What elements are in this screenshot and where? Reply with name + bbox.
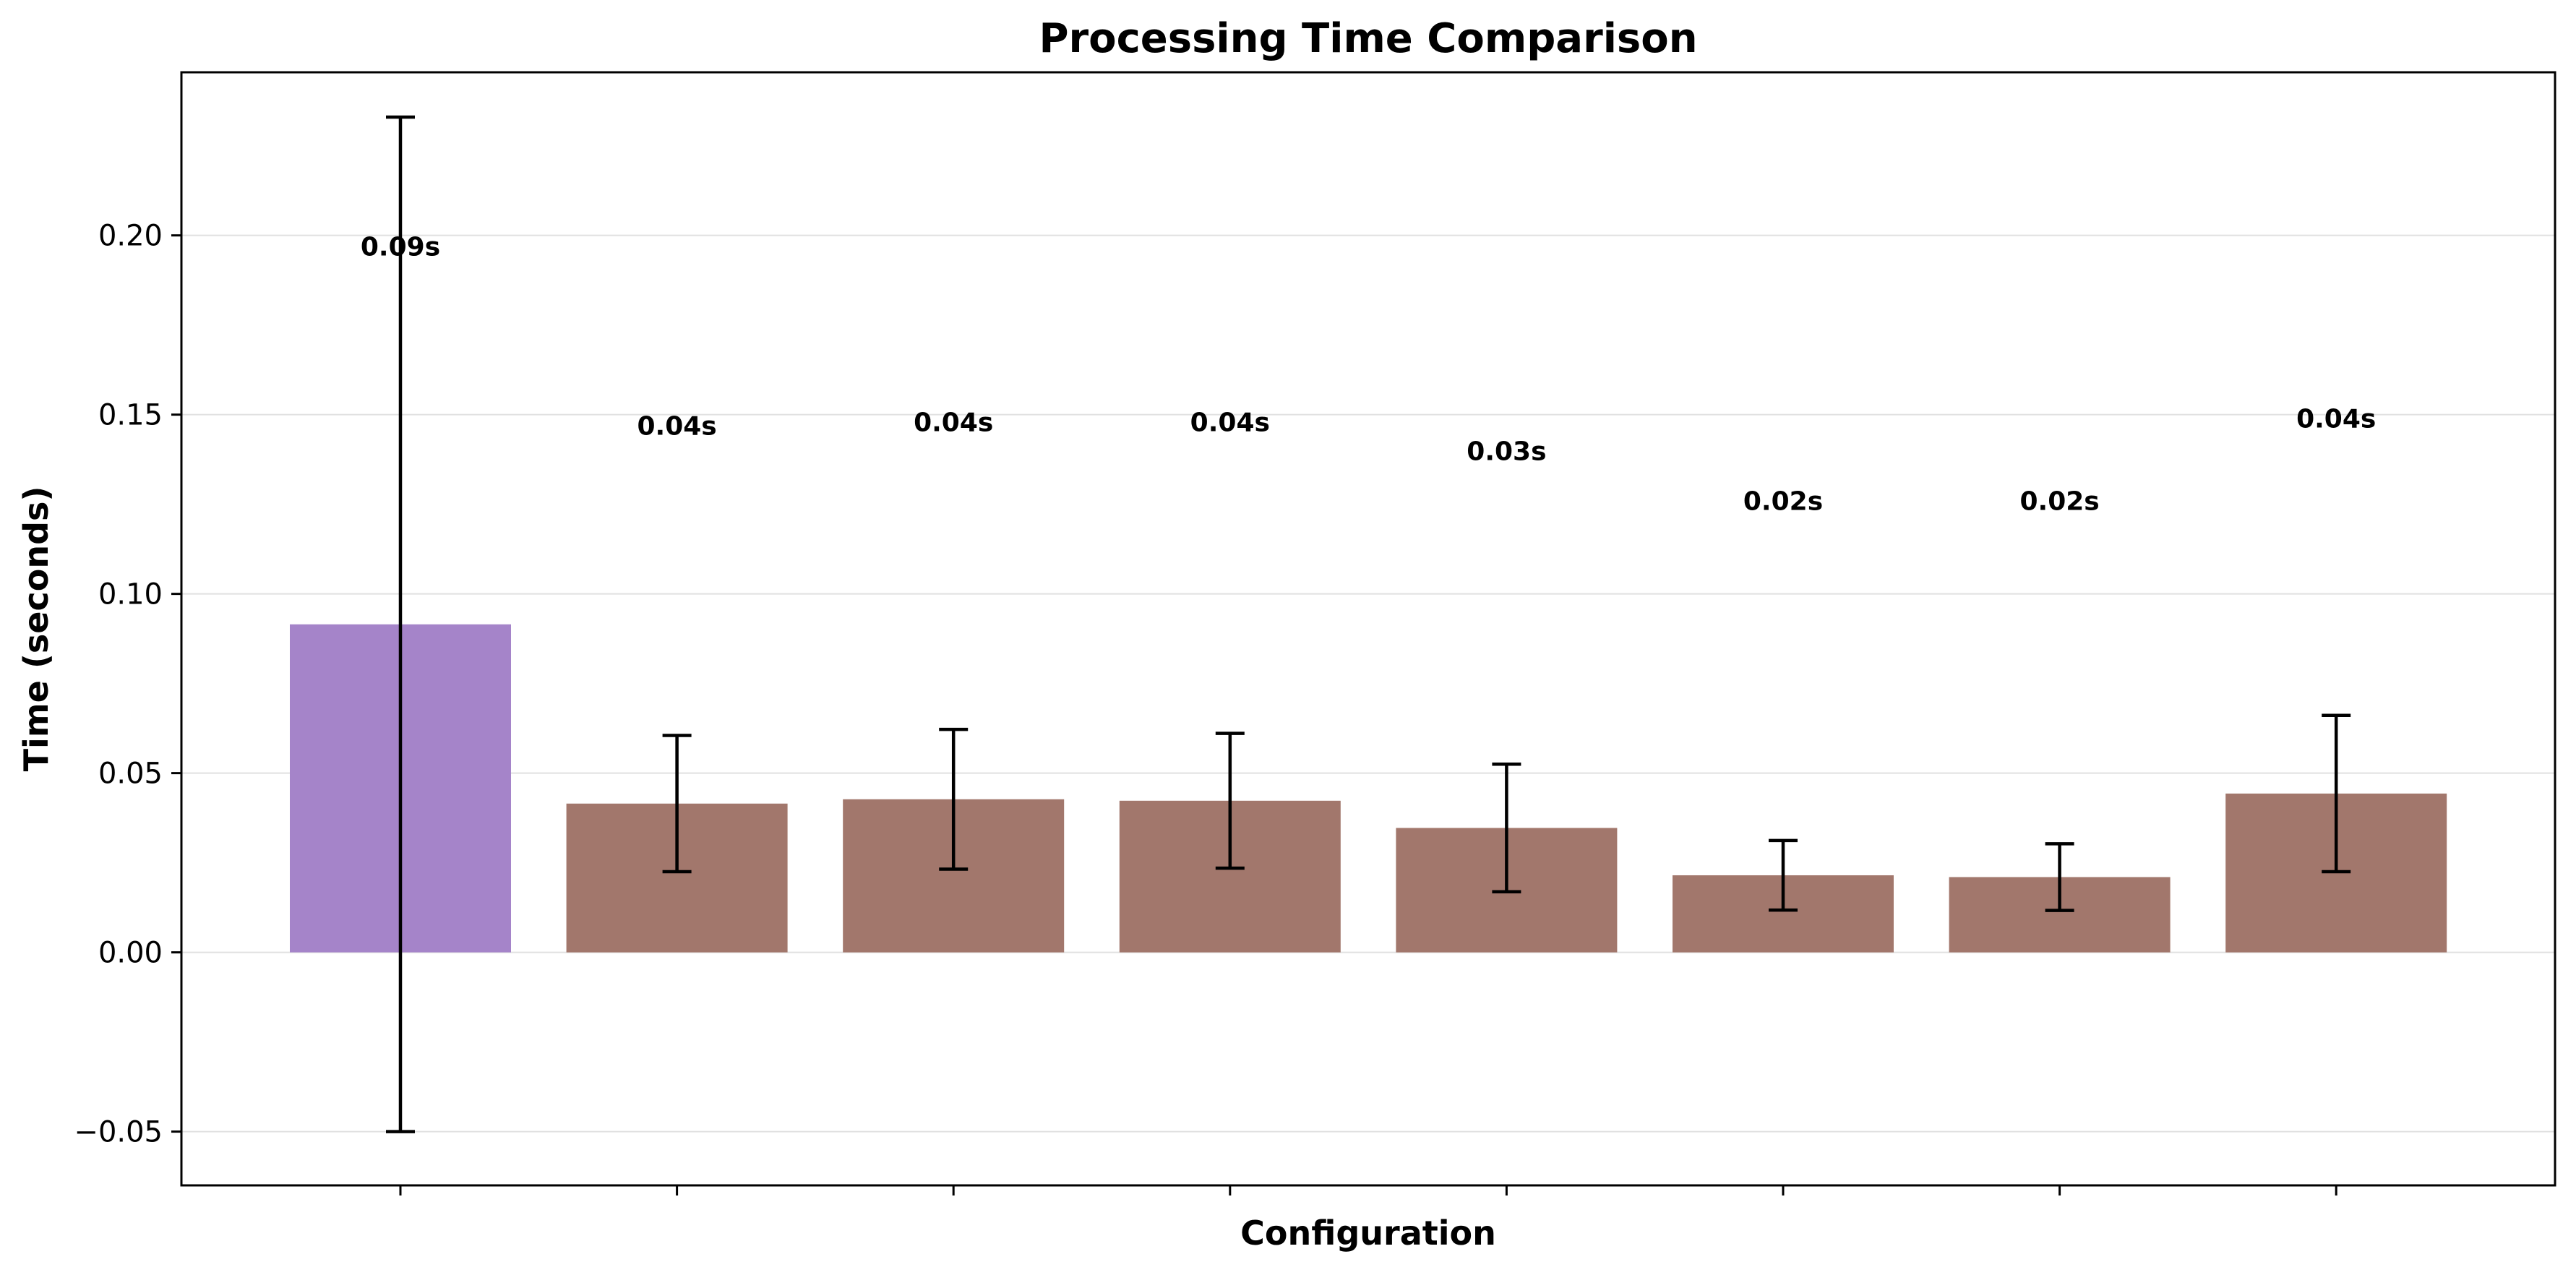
data-labels: 0.09s 0.04s 0.04s 0.04s 0.03s 0.02s 0.02s 0.04s	[361, 233, 2376, 517]
y-tick-label: 0.05	[98, 757, 163, 791]
error-bars	[386, 115, 2351, 1133]
x-axis-ticks	[399, 1185, 2337, 1195]
grid-lines	[181, 234, 2555, 1133]
y-tick-label: −0.05	[74, 1116, 163, 1149]
y-axis-label: Time (seconds)	[17, 486, 56, 772]
data-label: 0.04s	[1190, 408, 1270, 438]
y-tick-label: 0.20	[98, 220, 163, 253]
chart-title: Processing Time Comparison	[1039, 15, 1697, 62]
y-tick-label: 0.15	[98, 399, 163, 432]
bars	[290, 624, 2447, 953]
data-label: 0.03s	[1467, 437, 1546, 466]
data-label: 0.04s	[637, 412, 716, 442]
x-axis-label: Configuration	[1240, 1214, 1496, 1253]
data-label: 0.09s	[361, 233, 440, 262]
y-tick-label: 0.00	[98, 937, 163, 970]
y-tick-label: 0.10	[98, 578, 163, 611]
data-label: 0.04s	[914, 408, 993, 438]
data-label: 0.02s	[2019, 487, 2099, 517]
plot-frame	[180, 71, 2556, 1187]
data-label: 0.02s	[1743, 487, 1823, 517]
data-label: 0.04s	[2296, 405, 2376, 434]
y-axis-ticks: −0.05 0.00 0.05 0.10 0.15 0.20	[74, 220, 181, 1149]
